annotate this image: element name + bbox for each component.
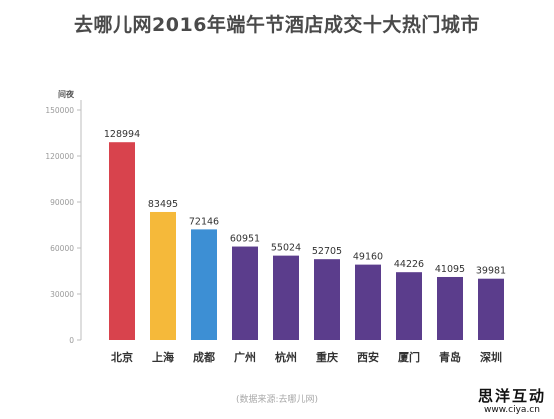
- bar-value-label: 83495: [148, 199, 178, 210]
- watermark-logo: 思洋互动 www.ciya.cn: [478, 385, 546, 415]
- bar-value-label: 52705: [312, 246, 342, 257]
- x-tick-label: 重庆: [316, 350, 338, 364]
- bar-5: [273, 255, 299, 340]
- watermark-text: 思洋互动: [477, 387, 546, 405]
- bar-value-label: 49160: [353, 252, 383, 263]
- x-tick-label: 成都: [193, 350, 215, 364]
- x-tick-label: 深圳: [480, 350, 502, 364]
- bar-value-label: 44226: [394, 259, 424, 270]
- watermark-url: www.ciya.cn: [484, 405, 540, 415]
- bar-4: [232, 246, 258, 340]
- x-tick-label: 北京: [111, 350, 133, 364]
- x-tick-label: 上海: [152, 350, 174, 364]
- bar-1: [109, 142, 135, 340]
- bar-value-label: 60951: [230, 234, 260, 245]
- y-tick-label: 30000: [50, 290, 74, 299]
- bar-2: [150, 211, 176, 340]
- y-tick-label: 120000: [45, 152, 74, 161]
- x-tick-label: 厦门: [398, 350, 420, 364]
- bar-value-label: 41095: [435, 264, 465, 275]
- bar-value-label: 128994: [104, 129, 140, 140]
- bar-7: [355, 264, 381, 340]
- bar-8: [396, 272, 422, 340]
- y-tick-label: 90000: [50, 198, 74, 207]
- bar-value-label: 72146: [189, 216, 219, 227]
- bar-value-label: 39981: [476, 266, 506, 277]
- bar-10: [478, 278, 504, 340]
- bar-9: [437, 276, 463, 340]
- x-tick-label: 西安: [357, 350, 379, 364]
- data-source-note: (数据来源:去哪儿网): [235, 395, 319, 405]
- x-tick-label: 广州: [234, 350, 256, 364]
- y-tick-label: 60000: [50, 244, 74, 253]
- y-tick-label: 150000: [45, 106, 74, 115]
- x-tick-label: 青岛: [439, 350, 461, 364]
- bar-value-label: 55024: [271, 243, 301, 254]
- bar-6: [314, 259, 340, 340]
- chart-title: 去哪儿网2016年端午节酒店成交十大热门城市: [74, 14, 480, 36]
- bar-3: [191, 229, 217, 340]
- y-axis-label: 间夜: [58, 89, 75, 99]
- y-tick-label: 0: [69, 336, 74, 345]
- x-tick-label: 杭州: [275, 350, 297, 364]
